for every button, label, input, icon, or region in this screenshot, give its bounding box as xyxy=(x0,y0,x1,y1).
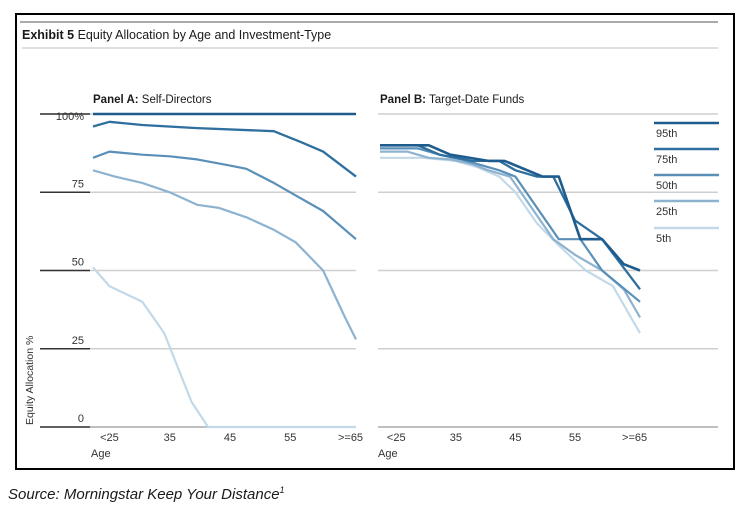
legend-label: 5th xyxy=(656,233,671,245)
x-tick-label: 45 xyxy=(509,432,521,444)
series-line-50th xyxy=(92,150,357,241)
panel-b: Panel B: Target-Date Funds <25 35 45 55 >=65 A… xyxy=(378,94,718,460)
x-tick-label: 45 xyxy=(224,432,236,444)
series-line-75th xyxy=(92,120,357,178)
x-tick-label: >=65 xyxy=(338,432,363,444)
x-axis-title: Age xyxy=(378,448,398,460)
series-line-5th xyxy=(380,156,641,334)
x-tick-label: <25 xyxy=(387,432,406,444)
legend-label: 25th xyxy=(656,206,677,218)
panel-label: Panel A: xyxy=(93,94,139,106)
y-tick-label: 0 xyxy=(78,413,84,425)
y-tick-label: 50 xyxy=(72,257,84,269)
legend-label: 75th xyxy=(656,154,677,166)
panel-title-b: Panel B: Target-Date Funds xyxy=(380,94,524,106)
x-tick-label: 35 xyxy=(450,432,462,444)
series-line-75th xyxy=(380,144,641,290)
x-tick-label: <25 xyxy=(100,432,119,444)
exhibit-frame xyxy=(15,13,735,470)
source-footnote: 1 xyxy=(279,485,285,495)
y-tick-label: 100% xyxy=(56,111,84,123)
series-line-5th xyxy=(92,266,356,429)
y-tick-label: 25 xyxy=(72,335,84,347)
y-tick-label: 75 xyxy=(72,178,84,190)
exhibit-title-text: Equity Allocation by Age and Investment-… xyxy=(77,28,332,42)
x-tick-label: 35 xyxy=(164,432,176,444)
source-note: Source: Morningstar Keep Your Distance1 xyxy=(8,485,285,503)
legend-label: 95th xyxy=(656,128,677,140)
legend: 95th 75th 50th 25th 5th xyxy=(654,121,719,245)
series-line-25th xyxy=(92,169,357,340)
panel-title-a: Panel A: Self-Directors xyxy=(93,94,212,106)
panel-a: 0 25 50 75 100% Panel A: Self-Directors <25 35 4… xyxy=(40,94,363,460)
legend-label: 50th xyxy=(656,180,677,192)
exhibit-title: Exhibit 5 Equity Allocation by Age and I… xyxy=(22,28,331,42)
series-line-25th xyxy=(380,150,641,318)
x-tick-label: 55 xyxy=(569,432,581,444)
panel-subtitle: Target-Date Funds xyxy=(426,94,524,106)
x-tick-label: 55 xyxy=(284,432,296,444)
x-tick-label: >=65 xyxy=(622,432,647,444)
panel-label: Panel B: xyxy=(380,94,426,106)
y-axis-title: Equity Allocation % xyxy=(24,336,36,425)
exhibit-label: Exhibit 5 xyxy=(22,28,75,42)
x-axis-title: Age xyxy=(91,448,111,460)
source-text: Source: Morningstar Keep Your Distance xyxy=(8,486,280,503)
panel-subtitle: Self-Directors xyxy=(139,94,212,106)
series-line-95th xyxy=(380,144,641,272)
